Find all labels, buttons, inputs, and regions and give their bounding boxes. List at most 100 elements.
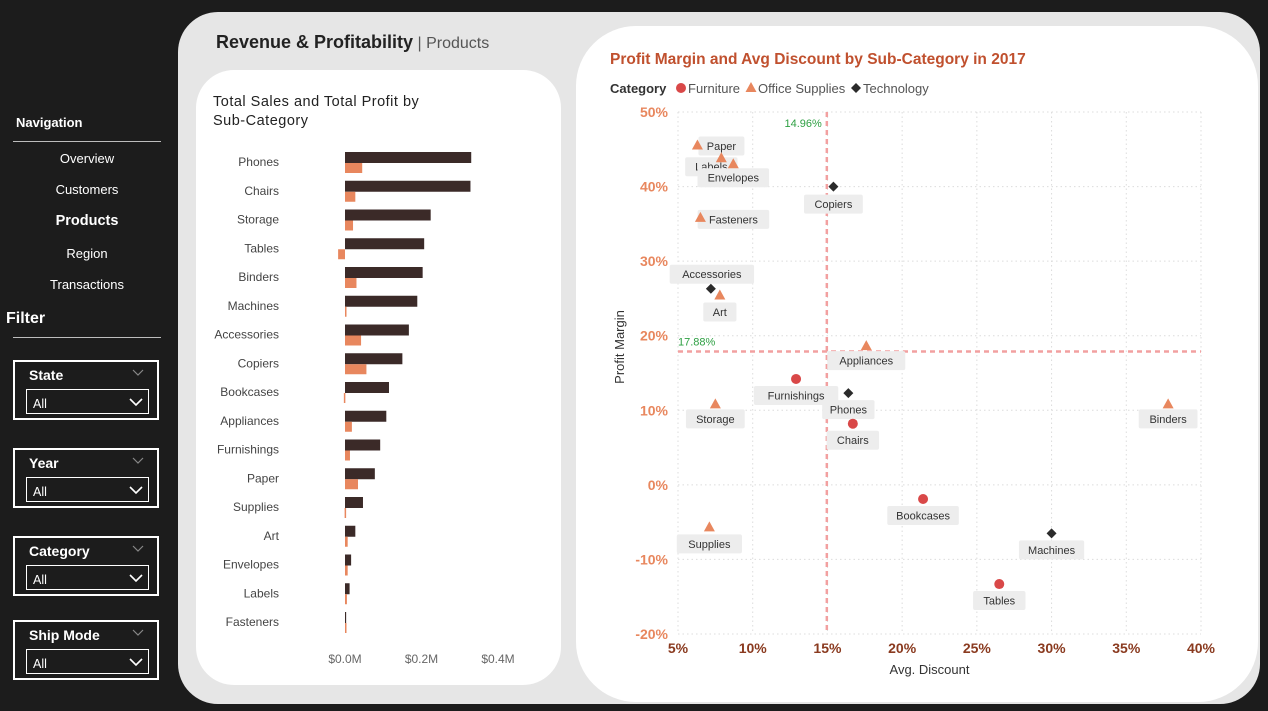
sales-bar-copiers[interactable] — [345, 353, 403, 365]
sales-bar-binders[interactable] — [345, 267, 423, 278]
profit-bar-accessories[interactable] — [345, 335, 362, 346]
legend-item-technology[interactable]: Technology — [863, 81, 929, 96]
nav-item-region[interactable]: Region — [66, 246, 108, 261]
sales-bar-paper[interactable] — [345, 468, 375, 480]
data-label-paper: Paper — [707, 141, 737, 153]
point-accessories[interactable] — [705, 283, 716, 294]
data-label-background — [669, 264, 755, 284]
point-paper[interactable] — [691, 139, 703, 150]
x-tick-label: 25% — [963, 640, 992, 656]
profit-bar-fasteners[interactable] — [345, 623, 347, 633]
bar-chart-title-line-1: Total Sales and Total Profit by — [213, 94, 420, 110]
sales-bar-fasteners[interactable] — [345, 612, 347, 623]
year-slicer: Year All — [13, 448, 159, 508]
sales-bar-furnishings[interactable] — [345, 439, 381, 451]
point-fasteners[interactable] — [694, 211, 706, 222]
point-furnishings[interactable] — [791, 373, 802, 384]
y-tick-label: 0% — [648, 477, 669, 493]
data-label-background — [703, 302, 737, 322]
chevron-down-icon[interactable] — [131, 455, 145, 467]
state-dropdown[interactable]: All — [26, 389, 149, 414]
y-tick-label: 30% — [640, 253, 669, 269]
legend-item-furniture[interactable]: Furniture — [688, 81, 740, 96]
sales-profit-bar-chart[interactable]: Total Sales and Total Profit by Sub-Cate… — [196, 70, 561, 685]
profit-bar-labels[interactable] — [345, 594, 347, 605]
sales-bar-supplies[interactable] — [345, 497, 363, 508]
sales-bar-accessories[interactable] — [345, 324, 409, 336]
point-phones[interactable] — [843, 388, 854, 399]
profit-bar-envelopes[interactable] — [345, 565, 348, 576]
page-title-main: Revenue & Profitability — [216, 32, 414, 52]
profit-bar-binders[interactable] — [345, 278, 357, 288]
profit-bar-storage[interactable] — [345, 220, 354, 231]
filter-divider — [13, 337, 161, 338]
profit-bar-machines[interactable] — [345, 306, 347, 317]
point-storage[interactable] — [709, 398, 721, 409]
profit-bar-paper[interactable] — [345, 479, 359, 490]
sales-bar-machines[interactable] — [345, 295, 418, 307]
chevron-down-icon[interactable] — [131, 543, 145, 555]
data-label-background — [697, 209, 770, 229]
nav-item-products[interactable]: Products — [55, 213, 119, 229]
sales-bar-chairs[interactable] — [345, 180, 471, 192]
bar-category-label: Art — [264, 529, 280, 543]
sales-bar-envelopes[interactable] — [345, 554, 352, 566]
state-slicer-label: State — [29, 367, 64, 383]
y-tick-label: -20% — [635, 626, 668, 642]
bar-category-label: Appliances — [220, 414, 279, 428]
sales-bar-tables[interactable] — [345, 238, 425, 250]
bar-chart-title-line-2: Sub-Category — [213, 113, 309, 129]
point-machines[interactable] — [1046, 528, 1057, 539]
point-art[interactable] — [714, 289, 726, 300]
point-appliances[interactable] — [860, 340, 872, 351]
profit-bar-copiers[interactable] — [345, 364, 367, 375]
chevron-down-icon — [129, 574, 143, 583]
data-label-storage: Storage — [696, 414, 735, 426]
ship-mode-slicer-label: Ship Mode — [29, 627, 100, 643]
point-supplies[interactable] — [703, 521, 715, 532]
year-dropdown[interactable]: All — [26, 477, 149, 502]
state-slicer: State All — [13, 360, 159, 420]
profit-bar-furnishings[interactable] — [345, 450, 350, 461]
point-binders[interactable] — [1162, 398, 1174, 409]
sales-bar-bookcases[interactable] — [345, 382, 389, 393]
point-tables[interactable] — [994, 579, 1005, 590]
profit-bar-supplies[interactable] — [344, 508, 347, 518]
sales-bar-storage[interactable] — [345, 209, 431, 221]
sales-bar-appliances[interactable] — [345, 410, 387, 422]
data-label-background — [753, 385, 839, 405]
legend-item-office-supplies[interactable]: Office Supplies — [758, 81, 846, 96]
y-tick-label: -10% — [635, 551, 668, 567]
year-slicer-label: Year — [29, 455, 59, 471]
profit-bar-art[interactable] — [345, 536, 348, 547]
y-tick-label: 50% — [640, 104, 669, 120]
ship-mode-dropdown[interactable]: All — [26, 649, 149, 674]
profit-bar-appliances[interactable] — [345, 421, 352, 432]
sales-bar-labels[interactable] — [345, 583, 350, 595]
category-dropdown[interactable]: All — [26, 565, 149, 590]
y-tick-label: 40% — [640, 179, 669, 195]
profit-bar-phones[interactable] — [345, 163, 363, 173]
bar-category-label: Supplies — [233, 500, 279, 514]
nav-item-transactions[interactable]: Transactions — [50, 277, 124, 292]
point-copiers[interactable] — [828, 181, 839, 192]
point-labels[interactable] — [715, 152, 727, 163]
profit-bar-tables[interactable] — [338, 249, 345, 260]
point-envelopes[interactable] — [727, 158, 739, 169]
bar-category-label: Copiers — [238, 356, 279, 370]
chevron-down-icon[interactable] — [131, 627, 145, 639]
sales-bar-art[interactable] — [345, 525, 356, 537]
point-chairs[interactable] — [847, 418, 858, 429]
profit-bar-chairs[interactable] — [345, 191, 356, 202]
data-label-background — [1018, 540, 1085, 560]
data-label-envelopes: Envelopes — [708, 173, 760, 185]
nav-item-customers[interactable]: Customers — [55, 182, 119, 197]
profit-bar-bookcases[interactable] — [343, 393, 346, 403]
point-bookcases[interactable] — [918, 494, 929, 505]
chevron-down-icon[interactable] — [131, 367, 145, 379]
bar-category-label: Furnishings — [217, 443, 279, 457]
navigation-title: Navigation — [16, 115, 83, 130]
sales-bar-phones[interactable] — [345, 152, 472, 163]
nav-item-overview[interactable]: Overview — [59, 151, 115, 166]
margin-discount-scatter-chart[interactable]: Profit Margin and Avg Discount by Sub-Ca… — [576, 26, 1258, 702]
